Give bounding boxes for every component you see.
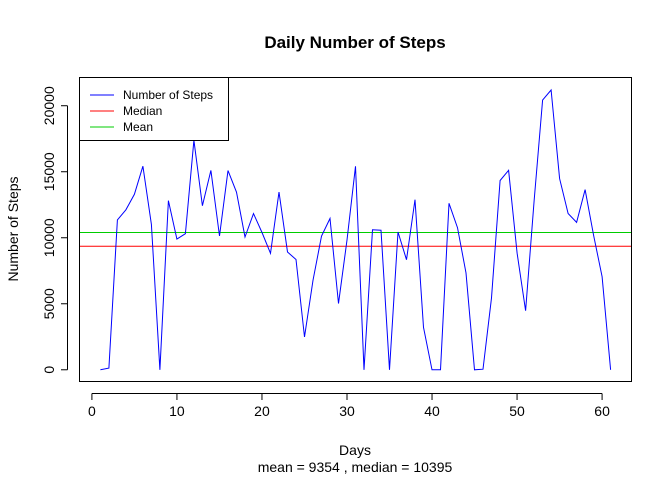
y-axis-label: Number of Steps xyxy=(5,176,21,281)
legend-label: Number of Steps xyxy=(123,88,213,102)
legend: Number of Steps Median Mean xyxy=(79,77,229,141)
y-axis: 0 5000 10000 15000 20000 xyxy=(41,86,68,374)
legend-label: Median xyxy=(123,104,162,118)
x-tick-label: 20 xyxy=(254,403,270,419)
plot-area xyxy=(80,88,631,371)
x-tick-label: 60 xyxy=(594,403,610,419)
x-tick-label: 30 xyxy=(339,403,355,419)
plot-frame xyxy=(79,77,632,382)
x-axis: 0 10 20 30 40 50 60 xyxy=(88,393,610,419)
x-axis-subtitle: mean = 9354 , median = 10395 xyxy=(258,459,453,475)
series-line-steps xyxy=(100,88,612,371)
y-tick-label: 15000 xyxy=(41,152,57,191)
chart-title: Daily Number of Steps xyxy=(264,33,445,52)
x-tick-label: 10 xyxy=(169,403,185,419)
legend-label: Mean xyxy=(123,120,153,134)
x-tick-label: 50 xyxy=(509,403,525,419)
y-tick-label: 10000 xyxy=(41,218,57,257)
y-tick-label: 0 xyxy=(41,366,57,374)
x-tick-label: 0 xyxy=(88,403,96,419)
x-tick-label: 40 xyxy=(424,403,440,419)
y-tick-label: 5000 xyxy=(41,288,57,319)
x-axis-label: Days xyxy=(339,442,371,458)
y-tick-label: 20000 xyxy=(41,86,57,125)
legend-box xyxy=(79,77,229,141)
